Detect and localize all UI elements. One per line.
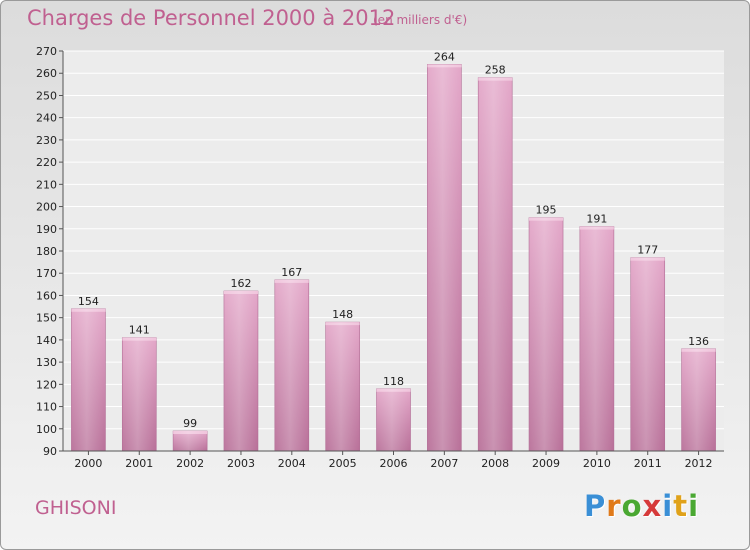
- y-tick-label: 190: [36, 223, 57, 236]
- y-tick-label: 150: [36, 312, 57, 325]
- bar-value-label: 154: [78, 295, 99, 308]
- bar-shine: [529, 217, 564, 451]
- x-tick-label: 2001: [125, 457, 153, 470]
- x-tick-label: 2002: [176, 457, 204, 470]
- logo-letter: i: [688, 489, 700, 523]
- bar-shine: [274, 279, 309, 451]
- bar-value-label: 148: [332, 308, 353, 321]
- x-axis-ticks: 2000 2001 2002 2003 2004 2005 2006 2007 2008 2009…: [74, 451, 713, 470]
- bar-shine: [376, 388, 411, 451]
- bar-shine: [122, 337, 157, 451]
- bar-shine: [223, 291, 258, 451]
- logo-letter: P: [584, 489, 607, 523]
- y-tick-label: 230: [36, 134, 57, 147]
- x-tick-label: 2006: [380, 457, 408, 470]
- logo-letter: o: [621, 489, 643, 523]
- bar-value-label: 99: [183, 417, 197, 430]
- chart-unit-label: (en milliers d'€): [373, 13, 468, 27]
- y-tick-label: 210: [36, 178, 57, 191]
- x-tick-label: 2012: [685, 457, 713, 470]
- x-tick-label: 2010: [583, 457, 611, 470]
- y-tick-label: 100: [36, 423, 57, 436]
- y-tick-label: 160: [36, 289, 57, 302]
- logo-letter: r: [606, 489, 622, 523]
- y-tick-label: 140: [36, 334, 57, 347]
- y-tick-label: 120: [36, 378, 57, 391]
- bar-value-label: 195: [536, 204, 557, 217]
- y-tick-label: 220: [36, 156, 57, 169]
- x-tick-label: 2009: [532, 457, 560, 470]
- y-tick-label: 200: [36, 201, 57, 214]
- x-tick-label: 2005: [329, 457, 357, 470]
- bar-shine: [630, 257, 665, 451]
- proxiti-logo[interactable]: Proxiti: [584, 489, 699, 523]
- bar-value-label: 162: [230, 277, 251, 290]
- x-tick-label: 2003: [227, 457, 255, 470]
- bar-shine: [427, 64, 462, 452]
- bar-shine: [325, 322, 360, 451]
- y-tick-label: 170: [36, 267, 57, 280]
- bars: 154 141 99 162 167 148 118 264 258 195 191 177 136: [71, 50, 716, 452]
- bar-value-label: 264: [434, 50, 455, 63]
- y-axis-ticks: 90 100 110 120 130 140 150 160 170 180 190 200 210 22…: [36, 45, 63, 458]
- bar-shine: [478, 77, 513, 452]
- y-tick-label: 130: [36, 356, 57, 369]
- bar-value-label: 258: [485, 64, 506, 77]
- bar-shine: [681, 348, 716, 451]
- bar-shine: [173, 431, 208, 451]
- y-tick-label: 240: [36, 112, 57, 125]
- logo-letter: t: [673, 489, 689, 523]
- y-tick-label: 90: [43, 445, 57, 458]
- bar-value-label: 167: [281, 266, 302, 279]
- place-name: GHISONI: [35, 497, 117, 519]
- y-tick-label: 270: [36, 45, 57, 58]
- y-tick-label: 250: [36, 89, 57, 102]
- bar-shine: [579, 226, 614, 451]
- bar-value-label: 136: [688, 335, 709, 348]
- y-tick-label: 110: [36, 401, 57, 414]
- bar-value-label: 177: [637, 244, 658, 257]
- logo-letter: x: [642, 489, 663, 523]
- x-tick-label: 2007: [430, 457, 458, 470]
- x-tick-label: 2008: [481, 457, 509, 470]
- bar-value-label: 118: [383, 375, 404, 388]
- x-tick-label: 2004: [278, 457, 306, 470]
- chart-title: Charges de Personnel 2000 à 2012: [27, 6, 396, 30]
- bar-value-label: 191: [586, 213, 607, 226]
- logo-letter: i: [662, 489, 674, 523]
- bar-shine: [71, 308, 106, 451]
- y-tick-label: 180: [36, 245, 57, 258]
- y-tick-label: 260: [36, 67, 57, 80]
- x-tick-label: 2011: [634, 457, 662, 470]
- x-tick-label: 2000: [74, 457, 102, 470]
- bar-value-label: 141: [129, 324, 150, 337]
